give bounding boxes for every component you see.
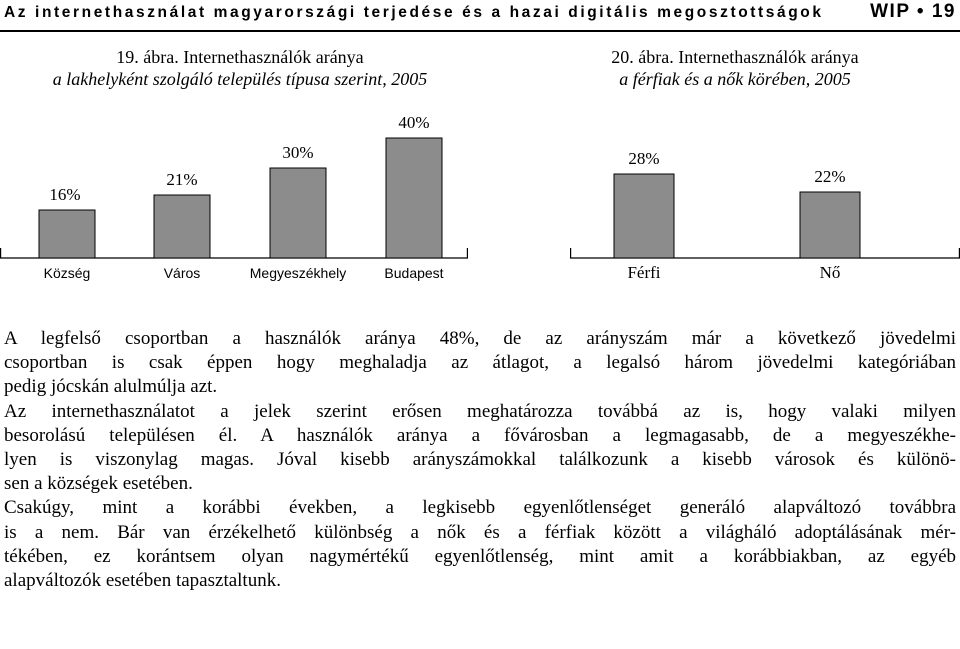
body-line: Csakúgy, mint a korábbi években, a legki… (4, 497, 956, 519)
chart1-category-label: Község (44, 265, 91, 281)
body-line: pedig jócskán alulmúlja azt. (4, 376, 218, 398)
chart1-bar (269, 167, 327, 259)
header-title: Az internethasználat magyarországi terje… (4, 4, 824, 21)
chart2-value-label: 22% (814, 167, 845, 186)
chart2-category-label: Nő (820, 263, 841, 282)
chart1-bar (385, 137, 443, 259)
body-line: alapváltozók esetében tapasztaltunk. (4, 570, 281, 592)
chart2-title-block: 20. ábra. Internethasználók aránya a fér… (525, 46, 945, 90)
chart1-category-label: Budapest (384, 265, 443, 281)
chart1-category-label: Megyeszékhely (250, 265, 347, 281)
chart2-title: 20. ábra. Internethasználók aránya (611, 47, 859, 67)
chart2-category-label: Férfi (627, 263, 660, 282)
chart1-title: 19. ábra. Internethasználók aránya (116, 47, 364, 67)
chart1-value-label: 16% (49, 185, 80, 204)
chart1-value-label: 30% (282, 143, 313, 162)
body-line: besorolású településen él. A használók a… (4, 424, 956, 446)
running-header: Az internethasználat magyarországi terje… (0, 0, 960, 32)
body-line: A legfelső csoportban a használók aránya… (4, 328, 956, 349)
body-line: tékében, ez korántsem olyan nagymértékű … (4, 545, 956, 567)
chart1-value-label: 21% (166, 170, 197, 189)
chart1-bar (38, 209, 96, 259)
body-text: A legfelső csoportban a használók aránya… (4, 327, 956, 593)
chart2-bar (613, 173, 675, 259)
chart2-subtitle: a férfiak és a nők körében, 2005 (619, 69, 851, 89)
chart1-title-block: 19. ábra. Internethasználók aránya a lak… (10, 46, 470, 90)
header-page-number: WIP • 19 (870, 1, 956, 22)
body-line: lyen is viszonylag magas. Jóval kisebb a… (4, 449, 956, 471)
body-line: Az internethasználatot a jelek szerint e… (4, 400, 956, 422)
chart1-bar (153, 194, 211, 259)
charts-figure: 16% Község 21% Város 30% Megyeszékhely 40% Buda… (0, 113, 960, 282)
chart1-subtitle: a lakhelyként szolgáló település típusa … (52, 69, 428, 89)
chart2-bar (799, 191, 861, 259)
chart1-category-label: Város (164, 265, 201, 281)
body-line: sen a községek esetében. (4, 473, 193, 495)
body-line: is a nem. Bár van érzékelhető különbség … (4, 521, 956, 543)
body-line: csoportban is csak éppen hogy meghaladja… (4, 352, 956, 374)
chart1-value-label: 40% (398, 113, 429, 132)
chart2-value-label: 28% (628, 149, 659, 168)
